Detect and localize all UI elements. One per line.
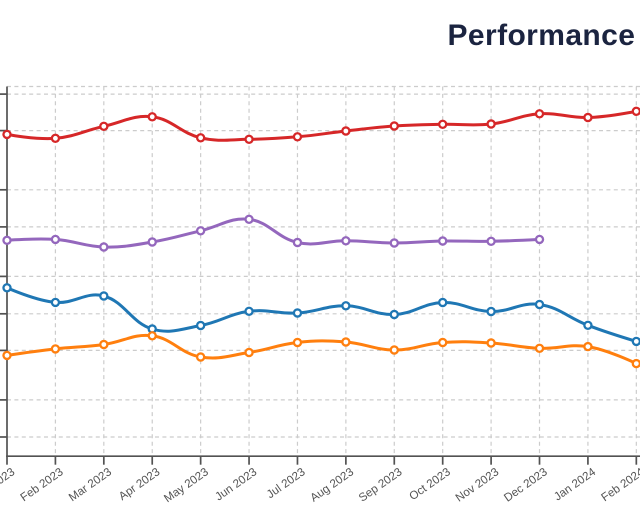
svg-text:Performance Metrics: Performance Metrics [448,19,640,52]
